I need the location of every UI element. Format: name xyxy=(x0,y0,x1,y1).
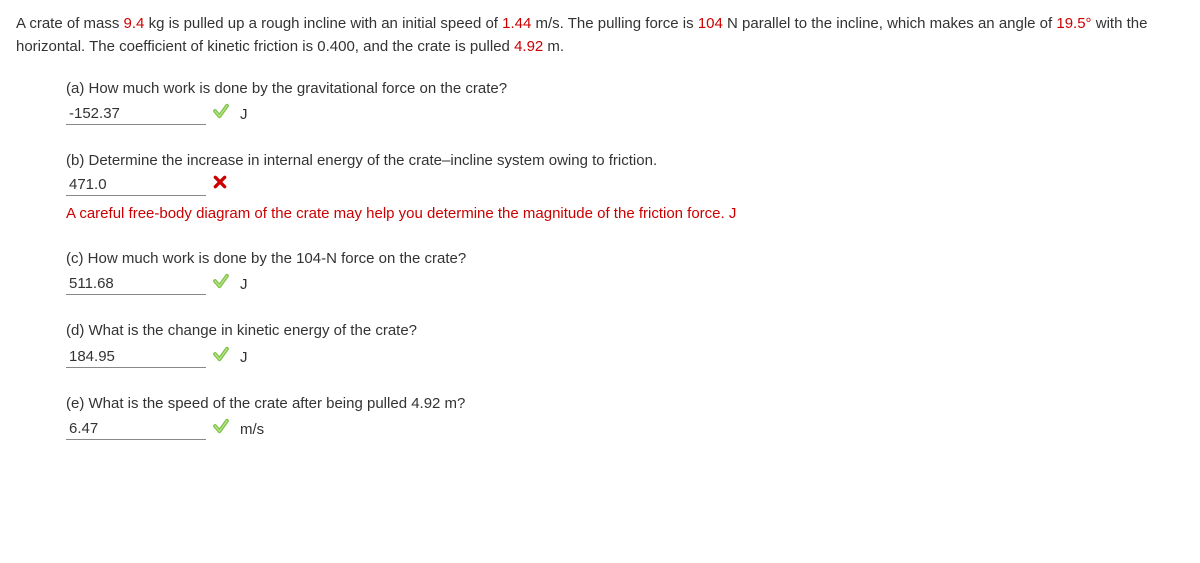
question-e: (e) What is the speed of the crate after… xyxy=(66,392,1184,415)
cross-icon xyxy=(212,174,228,197)
part-d: (d) What is the change in kinetic energy… xyxy=(66,319,1184,370)
answer-row-b xyxy=(66,174,1184,197)
unit-e: m/s xyxy=(240,418,264,441)
answer-row-a: J xyxy=(66,102,1184,127)
question-b: (b) Determine the increase in internal e… xyxy=(66,149,1184,172)
value-highlight: 9.4 xyxy=(124,15,145,32)
answer-row-c: J xyxy=(66,272,1184,297)
answer-input-d[interactable] xyxy=(66,347,206,368)
value-highlight: 1.44 xyxy=(502,15,531,32)
unit-d: J xyxy=(240,346,248,369)
question-d: (d) What is the change in kinetic energy… xyxy=(66,319,1184,342)
part-c: (c) How much work is done by the 104-N f… xyxy=(66,247,1184,298)
value-highlight: 19.5° xyxy=(1056,15,1091,32)
part-a: (a) How much work is done by the gravita… xyxy=(66,77,1184,128)
part-e: (e) What is the speed of the crate after… xyxy=(66,392,1184,443)
check-icon xyxy=(212,417,230,442)
check-icon xyxy=(212,345,230,370)
answer-row-d: J xyxy=(66,345,1184,370)
answer-input-a[interactable] xyxy=(66,104,206,125)
answer-input-c[interactable] xyxy=(66,274,206,295)
hint-b: A careful free-body diagram of the crate… xyxy=(66,202,1184,225)
value-highlight: 104 xyxy=(698,15,723,32)
answer-input-b[interactable] xyxy=(66,175,206,196)
value-highlight: 4.92 xyxy=(514,38,543,55)
question-a: (a) How much work is done by the gravita… xyxy=(66,77,1184,100)
check-icon xyxy=(212,102,230,127)
check-icon xyxy=(212,272,230,297)
part-b: (b) Determine the increase in internal e… xyxy=(66,149,1184,225)
problem-statement: A crate of mass 9.4 kg is pulled up a ro… xyxy=(16,12,1184,59)
question-c: (c) How much work is done by the 104-N f… xyxy=(66,247,1184,270)
unit-a: J xyxy=(240,103,248,126)
answer-input-e[interactable] xyxy=(66,419,206,440)
unit-c: J xyxy=(240,273,248,296)
answer-row-e: m/s xyxy=(66,417,1184,442)
